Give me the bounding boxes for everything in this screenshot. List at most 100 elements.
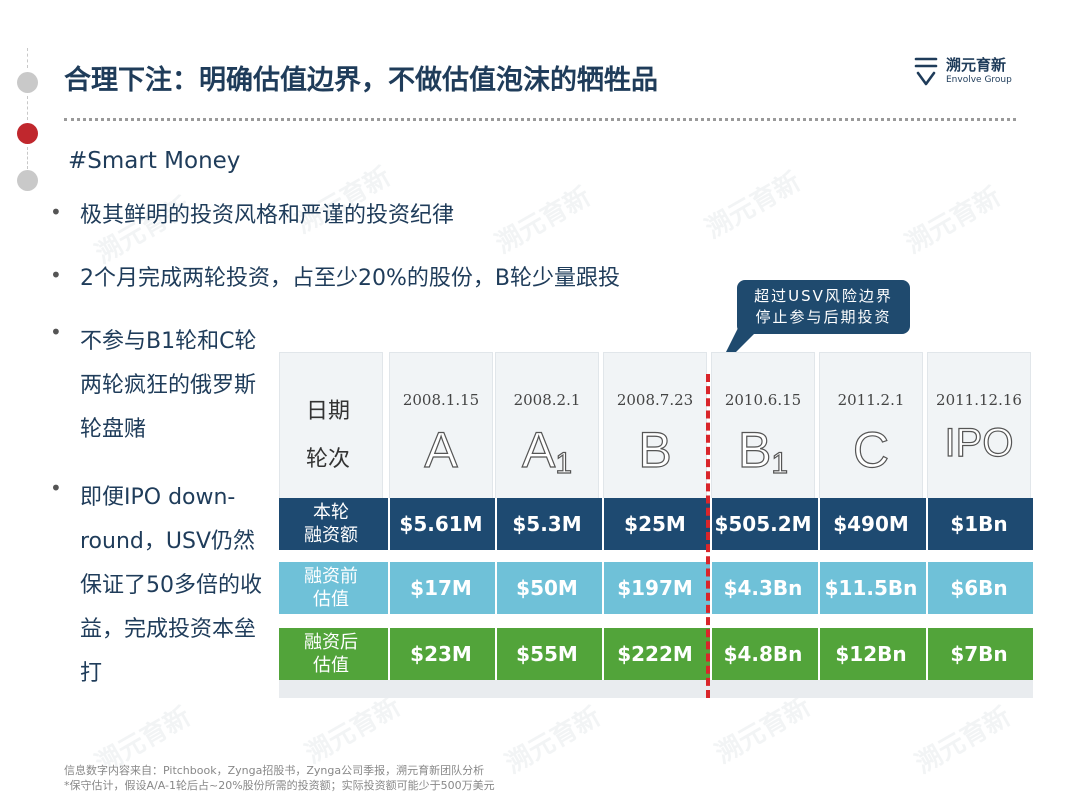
logo-cn: 溯元育新 [946,56,1007,74]
source-note: 信息数字内容来自：Pitchbook，Zynga招股书，Zynga公司季报，溯元… [64,764,485,777]
table-cell: $5.61M [399,512,483,536]
table-cell: $50M [516,576,578,600]
timeline-dot-active[interactable] [17,123,38,144]
round-column: 2008.1.15 A [389,352,493,500]
funding-table: 日期 轮次 2008.1.15 A 2008.2.1 A1 2008.7.23 B 2010… [279,352,1033,698]
table-cell: $6Bn [950,576,1008,600]
table-cell: $1Bn [950,512,1008,536]
column-separator [495,498,497,680]
callout-line-1: 超过USV风险边界 [754,287,893,305]
table-cell: $25M [624,512,686,536]
round-column: 2011.2.1 C [819,352,923,500]
watermark: 溯元育新 [710,691,816,770]
watermark: 溯元育新 [500,701,606,780]
round-column: 2010.6.15 B1 [711,352,815,500]
table-cell: $222M [617,642,693,666]
table-cell: $197M [617,576,693,600]
bullet-text: 2个月完成两轮投资，占至少20%的股份，B轮少量跟投 [80,266,620,291]
section-tag: #Smart Money [68,148,241,174]
table-cell: $505.2M [714,512,812,536]
table-cell: $55M [516,642,578,666]
column-separator [818,498,820,680]
round-date: 2010.6.15 [724,391,802,409]
bullet-marker: • [50,476,62,500]
round-column: 2011.12.16 IPO [927,352,1031,500]
row-pre-money: 融资前 估值 $17M $50M $197M $4.3Bn $11.5Bn $6Bn [279,562,1033,614]
column-separator [710,498,712,680]
round-date: 2008.7.23 [616,391,694,409]
row-round-amount: 本轮 融资额 $5.61M $5.3M $25M $505.2M $490M $1Bn [279,498,1033,550]
round-letter: A1 [496,421,598,481]
watermark: 溯元育新 [700,166,806,245]
round-name: B [638,421,673,478]
bullet-text: 不参与B1轮和C轮两轮疯狂的俄罗斯轮盘赌 [80,329,257,442]
round-subscript: 1 [771,446,789,480]
slide-title: 合理下注：明确估值边界，不做估值泡沫的牺牲品 [64,65,658,96]
table-header-cell: 日期 轮次 [279,352,383,500]
round-subscript: 1 [555,446,573,480]
column-separator [926,498,928,680]
row-label: 融资后 估值 [279,628,383,680]
row-label-line: 融资前 [304,566,358,587]
row-label-line: 融资额 [304,525,358,546]
table-bottom-edge [279,680,1033,698]
table-cell: $17M [410,576,472,600]
table-cell: $7Bn [950,642,1008,666]
round-column: 2008.7.23 B [603,352,707,500]
watermark: 溯元育新 [300,691,406,770]
table-cell: $12Bn [835,642,907,666]
callout-line-2: 停止参与后期投资 [755,308,892,326]
logo: 溯元育新 Envolve Group [914,54,1024,94]
round-letter: A [390,421,492,479]
round-date: 2008.1.15 [402,391,480,409]
row-label-line: 估值 [313,655,349,676]
timeline-dot[interactable] [17,170,38,191]
title-divider [64,118,1016,121]
bullet-text: 即便IPO down-round，USV仍然保证了50多倍的收益，完成投资本垒打 [80,485,262,686]
row-label-line: 估值 [313,589,349,610]
row-gap [279,614,1033,628]
table-cell: $4.3Bn [723,576,803,600]
bullet-marker: • [50,200,62,224]
timeline-line [27,48,28,68]
assumption-note: *保守估计，假设A/A-1轮后占~20%股份所需的投资额；实际投资额可能少于50… [64,779,495,792]
watermark: 溯元育新 [490,181,596,260]
column-separator [388,498,390,680]
timeline-line [27,96,28,120]
header-round-label: 轮次 [306,447,351,472]
round-date: 2008.2.1 [513,391,581,409]
round-date: 2011.12.16 [936,391,1022,409]
round-date: 2011.2.1 [837,391,905,409]
table-cell: $11.5Bn [824,576,918,600]
logo-mark-icon [914,57,938,86]
round-letter: B1 [712,421,814,481]
row-gap [279,550,1033,562]
watermark: 溯元育新 [910,701,1016,780]
table-cell: $5.3M [512,512,582,536]
logo-en: Envolve Group [946,75,1012,85]
round-name: IPO [944,420,1014,465]
round-letter: C [820,421,922,479]
risk-boundary-line [706,374,710,698]
watermark: 溯元育新 [900,181,1006,260]
bullet-marker: • [50,263,62,287]
row-label-line: 融资后 [304,632,358,653]
round-letter: IPO [928,420,1030,466]
header-date-label: 日期 [306,399,351,424]
row-label: 本轮 融资额 [279,498,383,550]
round-name: B [737,421,772,478]
bullet-marker: • [50,320,62,344]
row-label-line: 本轮 [313,502,349,523]
row-post-money: 融资后 估值 $23M $55M $222M $4.8Bn $12Bn $7Bn [279,628,1033,680]
table-cell: $490M [833,512,909,536]
round-letter: B [604,421,706,479]
table-cell: $4.8Bn [723,642,803,666]
timeline-dot[interactable] [17,72,38,93]
bullet-text: 极其鲜明的投资风格和严谨的投资纪律 [80,203,455,228]
row-label: 融资前 估值 [279,562,383,614]
round-name: A [424,421,459,478]
round-column: 2008.2.1 A1 [495,352,599,500]
round-name: C [852,421,890,478]
round-name: A [521,421,556,478]
timeline-line [27,147,28,169]
